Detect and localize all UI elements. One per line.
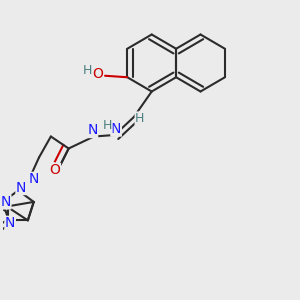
Text: N: N xyxy=(28,172,39,186)
Text: H: H xyxy=(135,112,145,125)
Text: H: H xyxy=(103,119,112,133)
Text: N: N xyxy=(87,124,98,137)
Text: O: O xyxy=(50,164,60,177)
Text: N: N xyxy=(16,181,26,194)
Text: O: O xyxy=(92,67,103,81)
Text: N: N xyxy=(5,216,15,230)
Text: H: H xyxy=(83,64,92,77)
Text: N: N xyxy=(1,195,11,209)
Text: N: N xyxy=(111,122,121,136)
